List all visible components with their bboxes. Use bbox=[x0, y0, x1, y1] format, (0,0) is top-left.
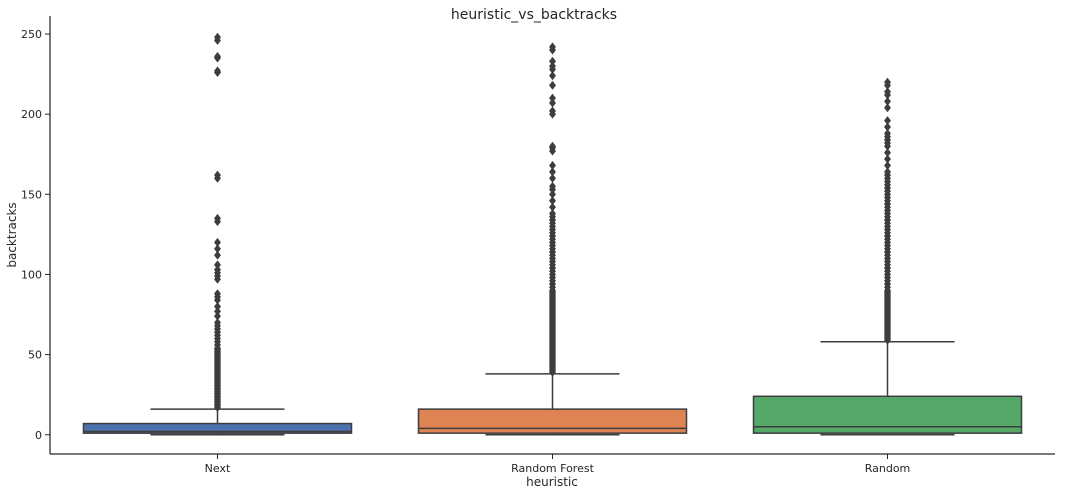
outlier-point bbox=[548, 61, 557, 71]
x-tick-label: Random Forest bbox=[511, 462, 594, 475]
outlier-point bbox=[548, 181, 557, 191]
outlier-point bbox=[548, 202, 557, 212]
outlier-point bbox=[883, 160, 892, 171]
outlier-point bbox=[213, 311, 222, 321]
outlier-point bbox=[548, 196, 557, 206]
iqr-box bbox=[752, 395, 1023, 434]
outlier-point bbox=[213, 265, 222, 275]
y-tick-label: 100 bbox=[21, 268, 42, 281]
outlier-point bbox=[883, 167, 892, 177]
iqr-box bbox=[417, 408, 688, 434]
box-group-next bbox=[82, 32, 353, 436]
outlier-point bbox=[213, 306, 222, 316]
outlier-point bbox=[548, 160, 557, 171]
outlier-point bbox=[213, 170, 222, 180]
y-axis: 0 50 100 150 200 250 bbox=[21, 16, 51, 454]
outlier-point bbox=[883, 154, 892, 164]
y-tick-label: 250 bbox=[21, 28, 42, 41]
outlier-point bbox=[548, 71, 557, 81]
outlier-point bbox=[548, 80, 557, 90]
outlier-point bbox=[213, 244, 222, 254]
outlier-point bbox=[213, 237, 222, 247]
x-tick-label: Next bbox=[205, 462, 231, 475]
outlier-point bbox=[213, 32, 222, 42]
x-axis: Next Random Forest Random bbox=[50, 453, 1055, 475]
outlier-point bbox=[883, 103, 892, 113]
outlier-point bbox=[548, 208, 557, 219]
iqr-box bbox=[82, 422, 353, 434]
outlier-point bbox=[883, 128, 892, 138]
outlier-point bbox=[213, 66, 222, 76]
box-group-random bbox=[752, 77, 1023, 436]
outlier-point bbox=[548, 98, 557, 108]
outlier-point bbox=[548, 167, 557, 177]
x-axis-label: heuristic bbox=[526, 475, 578, 489]
outlier-point bbox=[883, 116, 892, 126]
outlier-point bbox=[883, 122, 892, 132]
outlier-point bbox=[213, 260, 222, 270]
y-tick-label: 50 bbox=[28, 349, 42, 362]
outlier-point bbox=[213, 250, 222, 260]
outlier-point bbox=[883, 87, 892, 97]
outlier-point bbox=[548, 173, 557, 183]
outlier-point bbox=[883, 148, 892, 158]
y-tick-label: 200 bbox=[21, 108, 42, 121]
box-group-random-forest bbox=[417, 42, 688, 436]
outlier-point bbox=[548, 93, 557, 103]
outlier-point bbox=[548, 106, 557, 116]
outlier-point bbox=[883, 77, 892, 87]
outlier-point bbox=[213, 289, 222, 299]
outlier-point bbox=[883, 96, 892, 106]
outlier-point bbox=[548, 141, 557, 151]
x-tick-label: Random bbox=[865, 462, 911, 475]
outlier-point bbox=[213, 213, 222, 223]
outlier-point bbox=[213, 317, 222, 328]
y-axis-label: backtracks bbox=[5, 202, 19, 267]
chart-title: heuristic_vs_backtracks bbox=[451, 7, 617, 23]
outlier-point bbox=[213, 301, 222, 312]
outlier-point bbox=[548, 189, 557, 199]
y-tick-label: 150 bbox=[21, 188, 42, 201]
outlier-point bbox=[213, 51, 222, 62]
outlier-point bbox=[548, 56, 557, 66]
plot-area bbox=[82, 32, 1023, 436]
outlier-point bbox=[548, 42, 557, 52]
y-tick-label: 0 bbox=[35, 429, 42, 442]
